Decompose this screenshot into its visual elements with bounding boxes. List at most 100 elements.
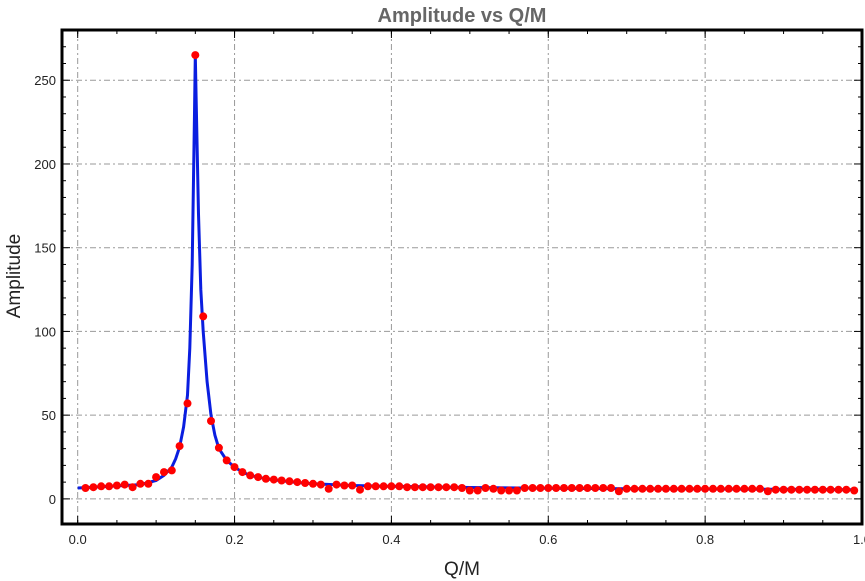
data-point xyxy=(724,484,733,493)
data-point xyxy=(716,484,725,493)
plot-frame xyxy=(60,28,864,526)
data-point xyxy=(363,482,372,491)
data-point xyxy=(387,482,396,491)
data-point xyxy=(497,486,506,495)
data-point xyxy=(818,485,827,494)
data-point xyxy=(105,482,114,491)
y-axis-label: Amplitude xyxy=(4,234,25,319)
data-point xyxy=(709,484,717,493)
data-point xyxy=(795,485,804,494)
y-tick-label: 0 xyxy=(49,492,56,507)
data-point xyxy=(763,487,772,496)
x-tick-labels: 0.0 0.2 0.4 0.6 0.8 1.0 xyxy=(69,532,865,547)
data-point xyxy=(732,484,741,493)
data-point xyxy=(246,471,255,480)
data-point xyxy=(489,484,498,493)
data-point xyxy=(512,486,521,495)
data-point xyxy=(207,417,215,425)
data-point xyxy=(560,484,568,492)
data-point xyxy=(340,481,349,490)
data-point xyxy=(191,51,200,60)
y-tick-label: 100 xyxy=(34,324,56,339)
data-point xyxy=(348,481,357,490)
data-point xyxy=(520,484,529,492)
data-point xyxy=(536,484,545,492)
data-point xyxy=(152,473,161,482)
data-point xyxy=(630,484,639,493)
data-point xyxy=(254,473,263,482)
data-point xyxy=(599,484,608,492)
data-point xyxy=(183,399,192,408)
data-point xyxy=(316,480,325,489)
data-point xyxy=(842,485,851,494)
x-tick-label: 0.2 xyxy=(226,532,244,547)
data-point xyxy=(277,476,286,485)
data-point xyxy=(81,484,90,492)
data-point xyxy=(222,456,231,465)
data-point xyxy=(175,442,184,451)
x-axis-label: Q/M xyxy=(444,559,480,580)
data-point xyxy=(199,312,208,321)
x-tick-label: 0.6 xyxy=(539,532,557,547)
y-tick-label: 150 xyxy=(34,241,56,256)
y-tick-label: 250 xyxy=(34,73,56,88)
data-point xyxy=(458,484,466,492)
data-point xyxy=(661,484,670,493)
data-point xyxy=(826,485,835,494)
data-point xyxy=(787,485,796,494)
y-tick-labels: 0 50 100 150 200 250 xyxy=(34,73,56,507)
data-point xyxy=(748,484,757,493)
data-point xyxy=(638,484,647,493)
data-point xyxy=(230,463,239,472)
data-point xyxy=(850,486,859,495)
data-point xyxy=(607,484,615,492)
data-point xyxy=(701,484,710,493)
data-point xyxy=(324,484,333,493)
data-point xyxy=(528,484,537,492)
data-point xyxy=(442,483,451,492)
data-point xyxy=(261,474,270,483)
data-point xyxy=(575,484,584,492)
data-point xyxy=(614,487,623,496)
data-point xyxy=(356,485,364,494)
data-point xyxy=(552,484,561,492)
y-tick-label: 200 xyxy=(34,157,56,172)
data-point xyxy=(756,484,764,493)
data-point xyxy=(693,484,702,493)
data-point xyxy=(434,483,443,492)
grid xyxy=(62,30,863,524)
data-point xyxy=(332,480,341,489)
data-point xyxy=(810,485,819,494)
data-point xyxy=(120,480,129,489)
data-point xyxy=(301,479,310,487)
data-points-series xyxy=(81,51,859,496)
data-point xyxy=(654,484,663,493)
data-point xyxy=(418,483,427,492)
data-point xyxy=(395,482,404,491)
x-tick-label: 1.0 xyxy=(853,532,865,547)
data-point xyxy=(481,484,490,492)
data-point xyxy=(771,485,780,494)
data-point xyxy=(740,484,749,493)
data-point xyxy=(97,482,106,491)
data-point xyxy=(379,482,388,491)
data-point xyxy=(309,479,317,488)
data-point xyxy=(591,484,600,492)
data-point xyxy=(293,478,302,487)
axis-ticks xyxy=(62,30,863,524)
data-point xyxy=(144,479,153,488)
data-point xyxy=(622,484,631,493)
chart-title: Amplitude vs Q/M xyxy=(378,5,547,27)
data-point xyxy=(214,443,223,452)
data-point xyxy=(128,483,137,492)
data-point xyxy=(410,483,419,492)
data-point xyxy=(465,486,474,495)
data-point xyxy=(167,466,176,475)
data-point xyxy=(112,481,121,490)
data-point xyxy=(89,483,98,492)
y-tick-label: 50 xyxy=(42,408,56,423)
data-point xyxy=(136,479,145,488)
x-tick-label: 0.4 xyxy=(382,532,400,547)
data-point xyxy=(803,485,812,494)
